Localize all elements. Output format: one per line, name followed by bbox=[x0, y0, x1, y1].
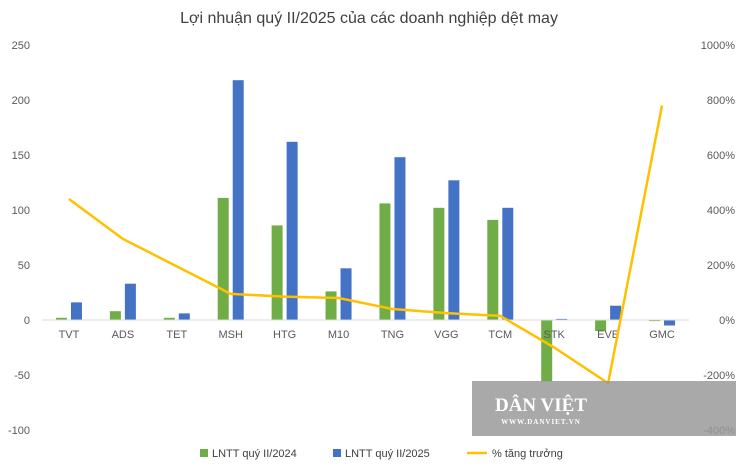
bar-q2-2024 bbox=[109, 311, 121, 320]
bar-q2-2024 bbox=[325, 291, 337, 320]
right-tick-label: 800% bbox=[707, 95, 735, 107]
right-tick-label: 400% bbox=[707, 205, 735, 217]
category-label: GMC bbox=[649, 329, 675, 341]
growth-line bbox=[68, 105, 664, 385]
bar-q2-2024 bbox=[163, 317, 175, 320]
legend: LNTT quý II/2024 LNTT quý II/2025 % tăng t… bbox=[200, 448, 563, 460]
watermark-url: WWW.DANVIET.VN bbox=[501, 418, 581, 426]
left-tick-label: 100 bbox=[12, 205, 30, 217]
watermark: DÂN VIỆT WWW.DANVIET.VN bbox=[472, 381, 736, 436]
left-tick-label: 0 bbox=[24, 315, 30, 327]
category-labels: TVT ADS TET MSH HTG M10 TNG VGG TCM STK EVE GMC bbox=[59, 329, 675, 341]
bar-q2-2025 bbox=[502, 207, 514, 320]
bar-q2-2024 bbox=[379, 203, 391, 320]
bar-q2-2024 bbox=[487, 219, 499, 320]
bar-q2-2024 bbox=[55, 317, 67, 320]
right-tick-label: 1000% bbox=[701, 40, 735, 52]
legend-label: LNTT quý II/2024 bbox=[212, 448, 297, 460]
left-tick-label: 250 bbox=[12, 40, 30, 52]
bar-q2-2025 bbox=[556, 318, 568, 320]
category-label: TCM bbox=[488, 329, 512, 341]
bar-q2-2025 bbox=[232, 80, 244, 320]
bar-q2-2025 bbox=[286, 141, 298, 320]
category-label: M10 bbox=[328, 329, 349, 341]
left-tick-label: 200 bbox=[12, 95, 30, 107]
left-tick-label: -50 bbox=[14, 370, 30, 382]
category-label: MSH bbox=[218, 329, 243, 341]
category-label: VGG bbox=[434, 329, 458, 341]
category-label: HTG bbox=[273, 329, 296, 341]
bar-q2-2025 bbox=[124, 283, 136, 320]
bar-q2-2025 bbox=[178, 313, 190, 320]
right-tick-label: 0% bbox=[719, 315, 735, 327]
bar-q2-2025 bbox=[340, 268, 352, 320]
left-axis: 250 200 150 100 50 0 -50 -100 bbox=[8, 40, 30, 437]
right-tick-label: -200% bbox=[703, 370, 735, 382]
bar-q2-2024 bbox=[595, 320, 607, 331]
right-tick-label: 200% bbox=[707, 260, 735, 272]
category-label: TVT bbox=[59, 329, 80, 341]
line-series bbox=[68, 105, 664, 385]
right-axis: 1000%800%600%400%200%0%-200%-400% bbox=[701, 40, 735, 437]
left-tick-label: 150 bbox=[12, 150, 30, 162]
bar-q2-2025 bbox=[664, 320, 676, 326]
left-tick-label: 50 bbox=[18, 260, 30, 272]
bar-q2-2024 bbox=[649, 320, 661, 322]
category-label: TNG bbox=[381, 329, 404, 341]
legend-label: % tăng trưởng bbox=[492, 448, 563, 460]
bar-q2-2025 bbox=[448, 180, 460, 320]
legend-label: LNTT quý II/2025 bbox=[345, 448, 430, 460]
category-label: EVE bbox=[597, 329, 619, 341]
bar-q2-2024 bbox=[217, 197, 229, 320]
bar-q2-2024 bbox=[541, 320, 553, 382]
bar-q2-2025 bbox=[610, 305, 622, 320]
right-tick-label: 600% bbox=[707, 150, 735, 162]
bar-q2-2024 bbox=[433, 207, 445, 320]
legend-swatch bbox=[333, 449, 341, 457]
category-label: STK bbox=[544, 329, 566, 341]
bar-q2-2024 bbox=[271, 225, 283, 320]
category-label: TET bbox=[166, 329, 187, 341]
bar-q2-2025 bbox=[394, 157, 406, 320]
chart-title: Lợi nhuận quý II/2025 của các doanh nghi… bbox=[180, 10, 558, 27]
watermark-box bbox=[472, 381, 736, 436]
legend-swatch bbox=[200, 449, 208, 457]
bar-q2-2025 bbox=[70, 302, 82, 320]
bar-series bbox=[55, 80, 676, 382]
left-tick-label: -100 bbox=[8, 425, 30, 437]
watermark-logo-text: DÂN VIỆT bbox=[495, 394, 587, 416]
category-label: ADS bbox=[112, 329, 135, 341]
